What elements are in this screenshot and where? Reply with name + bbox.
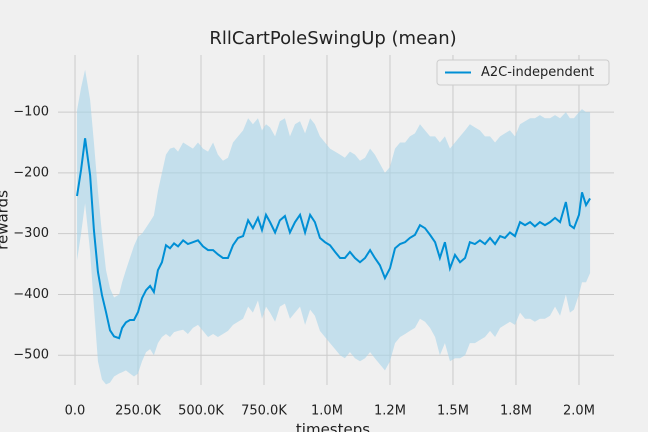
legend-label: A2C-independent <box>481 65 594 80</box>
x-axis-label: timesteps <box>296 421 370 432</box>
x-tick-label: 500.0K <box>178 404 224 419</box>
y-axis-label: rewards <box>0 190 12 250</box>
legend-box <box>436 59 610 86</box>
y-tick-label: −500 <box>13 348 49 363</box>
x-tick-label: 0.0 <box>65 404 86 419</box>
x-tick-label: 1.8M <box>500 404 532 419</box>
y-tick-label: −200 <box>13 165 49 180</box>
line <box>76 138 591 340</box>
x-tick-label: 1.0M <box>311 404 343 419</box>
std-band <box>77 69 591 385</box>
x-tick-label: 2.0M <box>563 404 595 419</box>
x-tick-label: 750.0K <box>241 404 287 419</box>
y-tick-label: −100 <box>13 105 49 120</box>
x-tick-label: 1.2M <box>374 404 406 419</box>
x-tick-label: 1.5M <box>437 404 469 419</box>
x-tick-label: 250.0K <box>115 404 161 419</box>
chart-title: RllCartPoleSwingUp (mean) <box>209 28 456 49</box>
y-tick-label: −400 <box>13 287 49 302</box>
y-tick-label: −300 <box>13 226 49 241</box>
